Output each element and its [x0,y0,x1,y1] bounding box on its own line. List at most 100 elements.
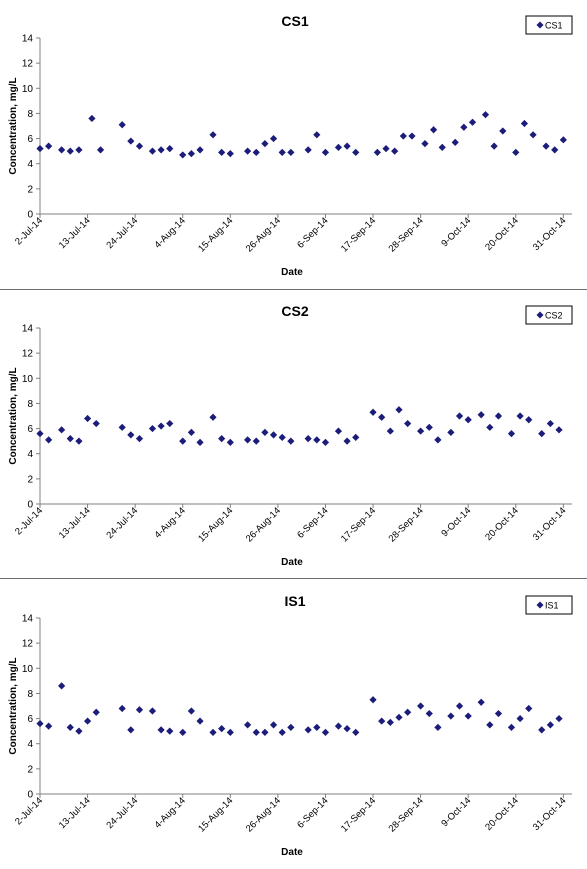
data-point [252,437,260,445]
data-point [343,437,351,445]
data-point [477,411,485,419]
legend-marker [536,311,544,319]
data-point [36,145,44,153]
x-tick-label: 20-Oct-14 [483,795,521,833]
y-tick-label: 4 [27,449,33,460]
data-point [382,145,390,153]
data-point [278,433,286,441]
data-point [438,143,446,151]
data-point [75,146,83,154]
data-point [244,147,252,155]
data-point [477,698,485,706]
x-tick-label: 4-Aug-14 [152,505,187,540]
data-point [287,437,295,445]
data-point [269,721,278,729]
y-tick-label: 4 [27,159,33,170]
chart-title: CS1 [281,13,308,29]
x-tick-label: 17-Sep-14 [339,215,378,254]
chart-panel-cs1: CS1 0 2 4 6 8 10 12 14 2-Jul-14 13-Jul-14 24-Jul-14… [0,0,587,288]
x-tick-label: 4-Aug-14 [152,215,187,250]
y-tick-label: 14 [22,614,34,625]
data-point [269,431,278,439]
y-tick-label: 14 [22,324,34,335]
data-point [455,702,464,710]
data-point [538,430,546,438]
data-point [261,140,269,148]
data-point [45,722,53,730]
data-point [408,132,416,140]
data-point [58,682,66,690]
x-tick-label: 26-Aug-14 [244,505,283,544]
data-point [66,435,74,443]
data-point [313,436,321,444]
x-tick-label: 28-Sep-14 [387,215,426,254]
data-point [429,126,438,134]
data-point [516,412,524,420]
data-point [75,727,83,735]
data-point [559,136,567,144]
data-point [373,148,381,156]
y-axis-title: Concentration, mg/L [8,367,19,464]
data-point [88,114,96,123]
data-point [395,713,403,721]
data-point [127,137,135,145]
data-point [135,142,144,150]
x-tick-label: 31-Oct-14 [531,795,569,833]
data-point [321,438,330,446]
y-tick-label: 0 [27,500,33,511]
data-point [127,431,135,439]
legend-marker [536,601,544,609]
x-tick-label: 6-Sep-14 [295,795,330,830]
data-point [187,428,195,436]
data-point [218,435,226,443]
data-point [92,419,100,428]
data-point [386,427,394,435]
data-point [378,413,386,421]
x-tick-label: 13-Jul-14 [57,215,93,251]
panel-divider [0,578,587,579]
data-point [226,150,234,158]
data-point [261,728,269,736]
x-tick-label: 20-Oct-14 [483,505,521,543]
data-point [468,118,477,126]
data-point [45,142,53,150]
data-point [395,406,403,414]
x-tick-label: 20-Oct-14 [483,215,521,253]
y-tick-label: 2 [27,764,33,775]
data-point [555,426,563,434]
data-point [546,419,554,428]
data-point [244,721,252,729]
data-point [179,728,187,736]
data-point [83,414,92,423]
x-tick-label: 31-Oct-14 [531,215,569,253]
data-point [269,134,278,143]
data-point [196,146,204,154]
data-point [313,723,321,731]
legend-label: CS1 [545,21,563,31]
data-point [313,131,321,139]
data-point [75,437,83,445]
data-point [451,138,459,146]
data-point [334,722,343,730]
data-point [218,725,226,733]
data-point [304,435,312,443]
data-point [386,718,394,726]
data-point [148,424,157,433]
x-tick-label: 9-Oct-14 [439,215,473,249]
data-point [494,709,503,718]
data-point [179,151,187,159]
legend-marker [536,21,544,29]
data-point [187,150,195,158]
data-point [464,712,472,720]
data-point [421,140,429,148]
data-point [507,430,516,438]
y-tick-label: 2 [27,474,33,485]
data-point [118,704,126,713]
y-tick-label: 8 [27,689,33,700]
data-point [378,717,386,725]
data-point [157,726,165,734]
data-point [166,727,174,735]
